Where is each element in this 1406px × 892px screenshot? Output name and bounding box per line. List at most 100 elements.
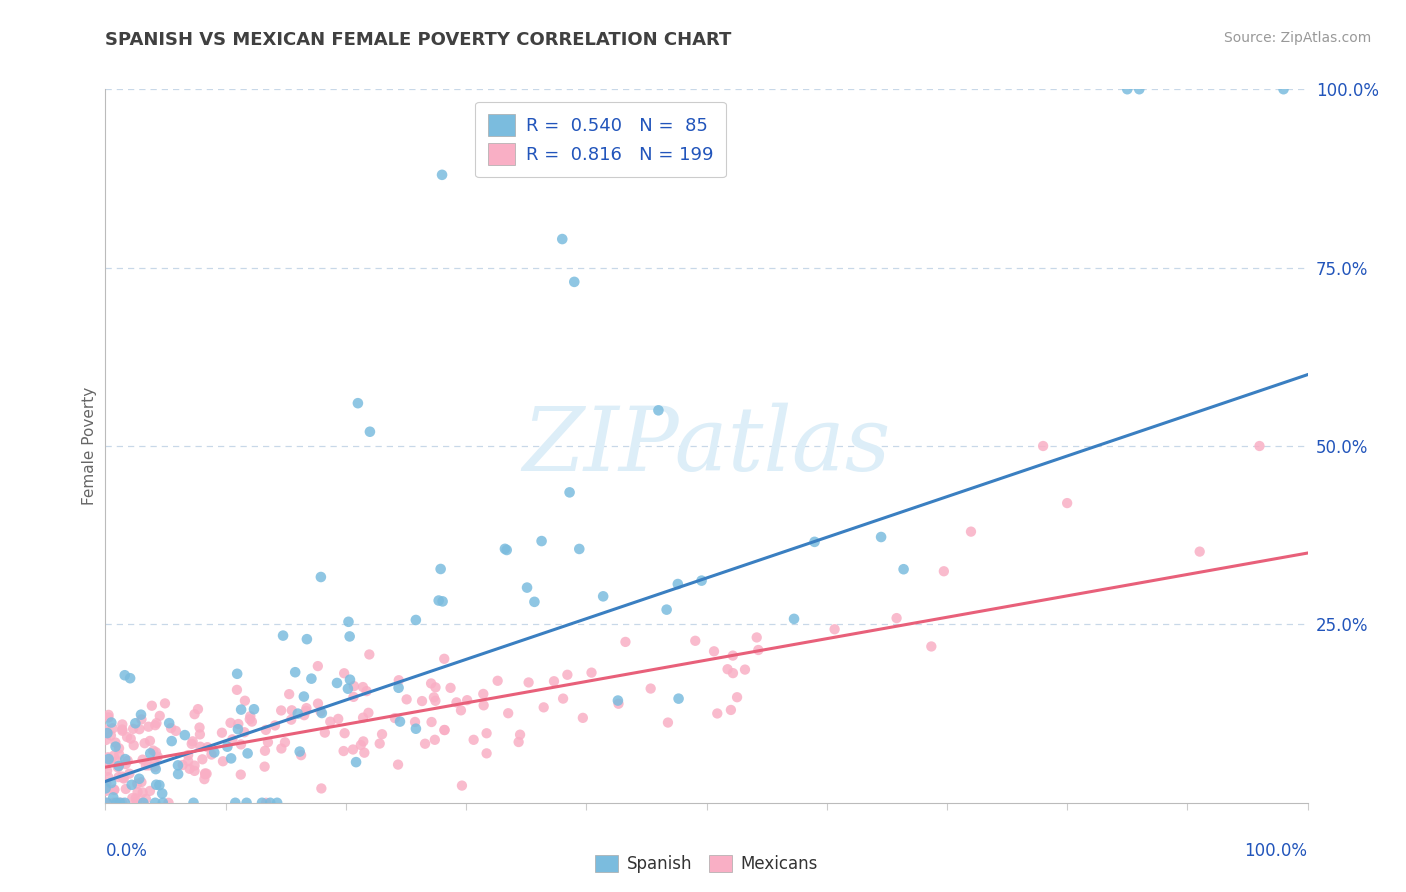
Point <box>333 666 356 681</box>
Point <box>257 735 280 749</box>
Point <box>226 722 249 736</box>
Point <box>557 667 579 681</box>
Point <box>149 709 172 723</box>
Point <box>266 796 288 810</box>
Point <box>259 796 281 810</box>
Point <box>94 733 117 747</box>
Point <box>533 700 555 714</box>
Point <box>181 734 204 748</box>
Point <box>433 723 456 737</box>
Point <box>450 703 472 717</box>
Point <box>173 728 195 742</box>
Point <box>425 681 447 695</box>
Point <box>112 772 135 786</box>
Point <box>1116 82 1139 96</box>
Point <box>352 680 374 694</box>
Point <box>131 785 153 799</box>
Point <box>647 403 669 417</box>
Point <box>148 778 170 792</box>
Point <box>332 744 354 758</box>
Point <box>228 717 250 731</box>
Point <box>97 750 120 764</box>
Point <box>200 747 222 762</box>
Point <box>1032 439 1054 453</box>
Point <box>405 613 427 627</box>
Point <box>328 712 350 726</box>
Point <box>387 681 409 695</box>
Point <box>135 792 157 806</box>
Point <box>141 698 163 713</box>
Point <box>94 781 117 796</box>
Point <box>219 715 242 730</box>
Point <box>122 739 145 753</box>
Point <box>121 791 143 805</box>
Point <box>388 714 411 729</box>
Point <box>172 758 194 772</box>
Point <box>405 722 427 736</box>
Point <box>685 633 707 648</box>
Point <box>143 718 166 732</box>
Point <box>221 732 243 747</box>
Point <box>932 564 955 578</box>
Point <box>299 672 322 686</box>
Point <box>495 543 517 558</box>
Point <box>343 679 366 693</box>
Point <box>224 796 246 810</box>
Point <box>157 716 180 731</box>
Point <box>295 632 318 647</box>
Point <box>1056 496 1078 510</box>
Point <box>197 740 219 755</box>
Point <box>236 747 259 761</box>
Point <box>96 777 118 791</box>
Point <box>271 629 294 643</box>
Point <box>558 485 581 500</box>
Point <box>614 635 637 649</box>
Point <box>551 691 574 706</box>
Point <box>138 758 160 772</box>
Point <box>433 652 456 666</box>
Point <box>734 663 756 677</box>
Point <box>745 631 768 645</box>
Point <box>423 732 446 747</box>
Point <box>105 754 128 768</box>
Point <box>290 748 312 763</box>
Point <box>127 785 149 799</box>
Point <box>103 790 125 805</box>
Point <box>111 723 134 738</box>
Point <box>486 673 509 688</box>
Point <box>229 738 252 752</box>
Point <box>371 727 394 741</box>
Point <box>108 796 131 810</box>
Point <box>413 737 436 751</box>
Point <box>114 752 136 766</box>
Point <box>446 695 468 709</box>
Point <box>721 666 744 681</box>
Point <box>264 718 287 732</box>
Point <box>427 593 450 607</box>
Point <box>104 735 127 749</box>
Point <box>167 767 190 781</box>
Point <box>142 743 165 757</box>
Point <box>339 673 361 687</box>
Point <box>359 648 381 662</box>
Point <box>219 751 242 765</box>
Point <box>288 745 311 759</box>
Point <box>508 735 530 749</box>
Point <box>432 594 454 608</box>
Point <box>803 534 825 549</box>
Point <box>725 690 748 705</box>
Point <box>307 659 329 673</box>
Point <box>114 796 136 810</box>
Point <box>430 168 453 182</box>
Point <box>150 787 173 801</box>
Point <box>127 777 149 791</box>
Point <box>783 612 806 626</box>
Point <box>270 741 292 756</box>
Point <box>120 731 142 746</box>
Legend: Spanish, Mexicans: Spanish, Mexicans <box>588 848 825 880</box>
Point <box>517 675 540 690</box>
Y-axis label: Female Poverty: Female Poverty <box>82 387 97 505</box>
Point <box>509 728 531 742</box>
Point <box>100 755 122 769</box>
Point <box>716 662 738 676</box>
